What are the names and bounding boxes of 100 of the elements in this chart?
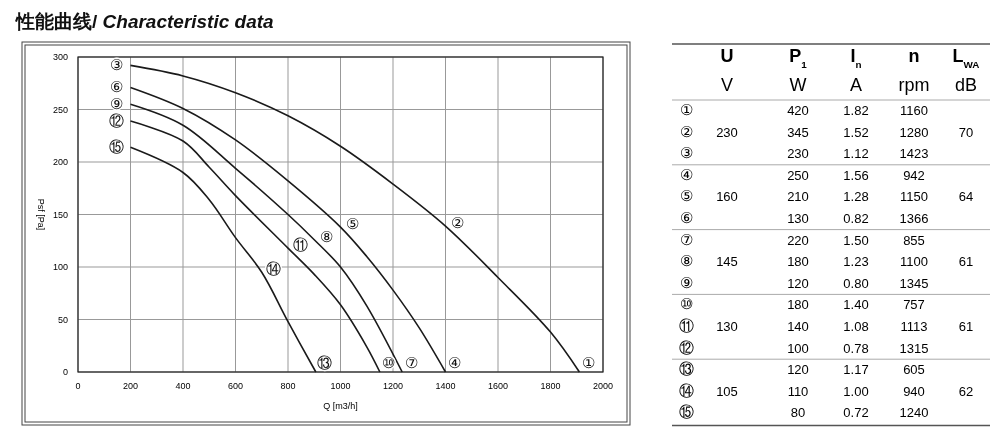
annotation: ⑬: [317, 354, 333, 372]
text: 1100: [900, 254, 928, 270]
text: 140: [787, 319, 809, 334]
text: 70: [958, 124, 974, 140]
text: 1366: [899, 211, 929, 226]
text: 1.28: [843, 189, 869, 205]
x-tick-label: 400: [175, 381, 191, 391]
text: 1.12: [843, 146, 869, 162]
x-tick-label: 1400: [435, 381, 456, 391]
category-label: ③: [679, 144, 693, 163]
annotation: ②: [451, 214, 464, 233]
y-tick-label: 150: [52, 209, 68, 220]
annotation: ⑦: [404, 354, 418, 372]
category-label: I$_{n}$: [850, 46, 862, 70]
category-label: ②: [679, 122, 693, 141]
text: 130: [787, 211, 809, 226]
text: 1.50: [843, 232, 869, 248]
category-label: ⑬: [678, 360, 694, 379]
category-label: ⑨: [679, 273, 693, 292]
text: 940: [903, 383, 925, 399]
y-tick-label: 100: [52, 262, 68, 272]
text: 1345: [899, 275, 929, 291]
text: 1.82: [843, 103, 869, 118]
text: 420: [787, 103, 809, 118]
category-label: L$_{WA}$: [952, 46, 980, 70]
annotation: ⑧: [319, 227, 333, 246]
text: dB: [954, 75, 978, 95]
text: 1240: [899, 405, 929, 421]
category-label: ⑦: [679, 230, 693, 249]
y-tick-label: 0: [62, 367, 68, 377]
category-label: ⑭: [678, 381, 694, 400]
text: 0.78: [843, 340, 869, 356]
annotation: ⑫: [109, 112, 124, 131]
text: 942: [903, 167, 925, 183]
category-label: ⑫: [678, 338, 694, 357]
x-tick-label: 0: [75, 381, 81, 391]
text: 757: [903, 297, 925, 313]
y-tick-label: 250: [52, 104, 68, 115]
text: 230: [787, 146, 809, 162]
annotation: ⑨: [110, 95, 123, 114]
text: 145: [716, 254, 738, 270]
category-label: P$_{1}$: [789, 46, 808, 70]
annotation: ③: [110, 56, 123, 75]
category-label: ⑩: [679, 295, 693, 314]
text: 1.00: [843, 383, 869, 399]
text: 0.80: [843, 275, 869, 291]
y-axis-title: Psf [Pa]: [36, 198, 46, 231]
category-label: ①: [679, 101, 693, 119]
text: 345: [787, 124, 809, 140]
text: 62: [958, 383, 974, 399]
x-tick-label: 1800: [540, 381, 561, 391]
text: 1423: [899, 146, 929, 162]
text: 1.56: [843, 167, 869, 183]
annotation: ⑭: [266, 260, 282, 279]
x-tick-label: 1000: [330, 381, 351, 391]
text: 1150: [900, 189, 928, 205]
text: A: [849, 75, 863, 95]
annotation: ①: [581, 354, 595, 372]
annotation: ⑥: [110, 78, 123, 97]
text: 61: [958, 319, 974, 334]
text: 0.82: [843, 211, 869, 226]
category-label: ⑥: [679, 209, 693, 227]
text: W: [789, 75, 807, 95]
y-tick-label: 50: [57, 314, 68, 325]
text: 130: [716, 319, 738, 334]
text: 160: [716, 189, 738, 205]
text: 180: [787, 297, 809, 313]
text: 1.17: [843, 362, 869, 378]
text: 64: [958, 189, 974, 205]
text: 220: [787, 232, 809, 248]
text: 1280: [899, 124, 929, 140]
text: 230: [716, 124, 738, 140]
y-tick-label: 300: [52, 52, 68, 62]
text: 1160: [900, 103, 928, 118]
annotation: ⑩: [382, 354, 396, 372]
text: 1.52: [843, 124, 869, 140]
text: 250: [787, 167, 809, 183]
text: 1.40: [843, 297, 869, 313]
chart-title: 性能曲线/ Characteristic data: [15, 11, 275, 32]
category-label: ⑮: [678, 403, 694, 422]
text: 1315: [899, 340, 929, 356]
text: 105: [716, 383, 738, 399]
x-axis-title: Q [m3/h]: [323, 401, 358, 411]
text: 120: [787, 275, 809, 291]
text: 1.08: [843, 319, 869, 334]
category-label: ④: [679, 165, 693, 184]
annotation: ⑮: [109, 138, 124, 157]
text: 210: [787, 189, 809, 205]
x-tick-label: 200: [122, 381, 139, 391]
text: 80: [790, 405, 806, 421]
text: 120: [787, 362, 809, 378]
x-tick-label: 1200: [382, 381, 404, 391]
text: 1.23: [843, 254, 869, 270]
annotation: ⑪: [292, 236, 308, 255]
x-tick-label: 800: [280, 381, 296, 391]
category-label: ⑤: [679, 187, 693, 206]
annotation: ⑤: [346, 215, 359, 234]
text: 61: [958, 254, 974, 270]
annotation: ④: [448, 354, 461, 372]
x-tick-label: 1600: [487, 381, 509, 391]
